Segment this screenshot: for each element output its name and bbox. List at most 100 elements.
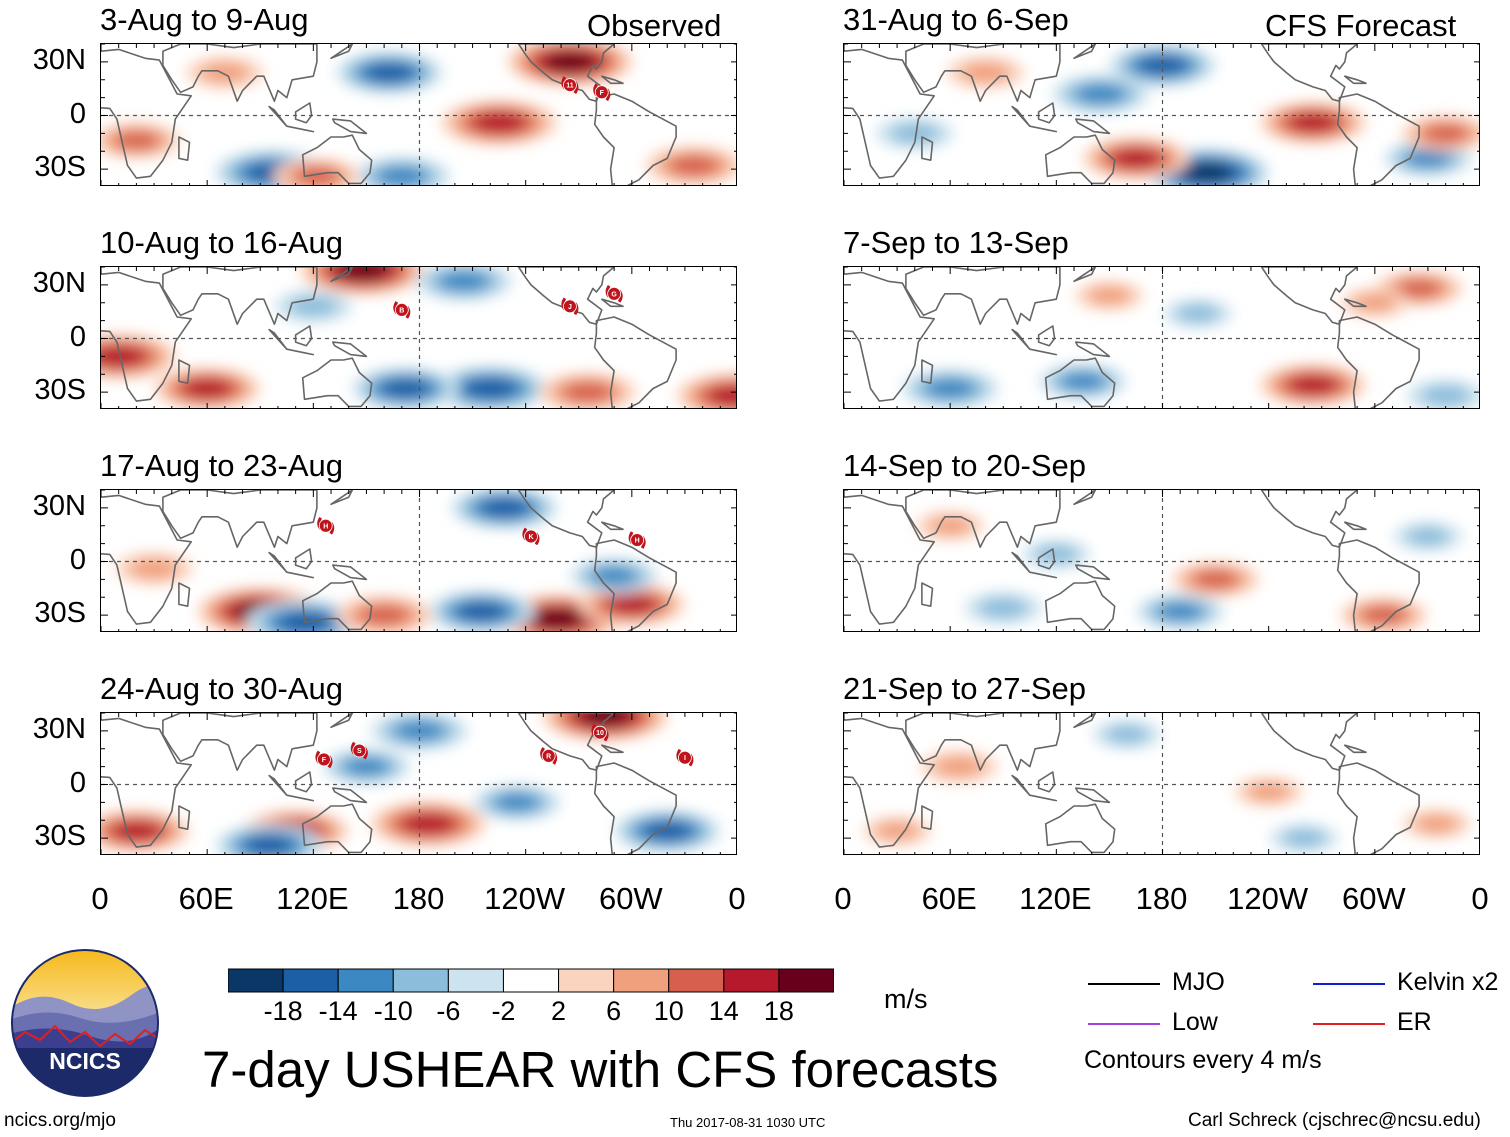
tc-label: 11 bbox=[566, 83, 574, 90]
ncics-logo: NCICS bbox=[11, 949, 159, 1097]
colorbar-swatch bbox=[723, 968, 780, 993]
contour-note: Contours every 4 m/s bbox=[1084, 1046, 1322, 1074]
shear-anomaly-blob bbox=[183, 379, 231, 398]
coastline bbox=[178, 582, 191, 607]
shear-anomaly-blob bbox=[1181, 162, 1233, 183]
shear-anomaly-blob bbox=[532, 608, 583, 629]
coastline bbox=[921, 805, 934, 830]
coastline bbox=[330, 44, 354, 60]
heatmap-panel bbox=[843, 43, 1480, 186]
shear-anomaly-blob bbox=[643, 821, 691, 841]
shear-anomaly-blob bbox=[1139, 56, 1186, 75]
shear-anomaly-blob bbox=[961, 62, 1011, 83]
tc-marker: F bbox=[315, 750, 333, 769]
coastline bbox=[905, 490, 1061, 549]
colorbar-swatch bbox=[558, 968, 615, 993]
lat-label: 30S bbox=[34, 374, 86, 407]
coastline bbox=[1075, 787, 1111, 804]
coastline bbox=[1011, 328, 1058, 356]
shear-anomaly-blob bbox=[200, 62, 250, 83]
tc-label: K bbox=[528, 534, 533, 541]
panel-title: 7-Sep to 13-Sep bbox=[843, 225, 1069, 260]
lon-label: 0 bbox=[1471, 881, 1489, 916]
shear-anomaly-blob bbox=[1034, 545, 1078, 564]
tc-label: J bbox=[568, 304, 572, 311]
tc-label: S bbox=[357, 748, 362, 755]
coastline bbox=[905, 713, 1061, 772]
shear-anomaly-blob bbox=[1060, 372, 1105, 391]
coastline bbox=[1044, 580, 1116, 631]
shear-anomaly-blob bbox=[439, 271, 489, 292]
shear-anomaly-blob bbox=[1193, 570, 1238, 589]
colorbar-swatch bbox=[778, 968, 834, 993]
lat-label: 30S bbox=[34, 597, 86, 630]
coastline bbox=[593, 316, 677, 408]
coastline bbox=[178, 359, 191, 384]
heatmap-panel: 11 F bbox=[100, 43, 737, 186]
coastline bbox=[332, 787, 368, 804]
shear-anomaly-blob bbox=[1176, 304, 1220, 323]
coastline bbox=[1075, 564, 1111, 581]
logo-text: NCICS bbox=[49, 1048, 121, 1074]
coastline bbox=[330, 267, 354, 283]
coastline bbox=[162, 713, 318, 772]
colorbar-swatch bbox=[447, 968, 504, 993]
coastline bbox=[332, 118, 368, 135]
colorbar-tick-label: -14 bbox=[318, 996, 358, 1026]
coastline bbox=[268, 774, 315, 802]
shear-anomaly-blob bbox=[101, 346, 145, 367]
coastline bbox=[301, 357, 373, 408]
coastline bbox=[593, 539, 677, 631]
coastline bbox=[1044, 803, 1116, 854]
lat-label: 30N bbox=[32, 266, 86, 299]
colorbar-swatch bbox=[392, 968, 449, 993]
coastline bbox=[600, 744, 624, 754]
tc-marker: K bbox=[522, 527, 540, 546]
tc-label: 10 bbox=[596, 730, 604, 737]
colorbar-swatch bbox=[502, 968, 560, 993]
shear-anomaly-blob bbox=[1423, 124, 1468, 143]
heatmap-panel bbox=[843, 266, 1480, 409]
panel-title: 24-Aug to 30-Aug bbox=[100, 671, 344, 706]
coastline bbox=[294, 102, 313, 124]
coastline bbox=[593, 93, 677, 185]
footer-url[interactable]: ncics.org/mjo bbox=[4, 1110, 116, 1131]
colorbar-tick-label: 6 bbox=[606, 996, 622, 1026]
tc-marker: H bbox=[317, 516, 335, 535]
lat-label: 0 bbox=[69, 320, 86, 353]
coastline bbox=[921, 136, 934, 161]
coastline bbox=[1336, 539, 1420, 631]
tc-label: G bbox=[611, 291, 617, 298]
shear-anomaly-blob bbox=[294, 167, 339, 185]
coastline bbox=[101, 271, 192, 402]
colorbar bbox=[228, 968, 834, 993]
shear-anomaly-blob bbox=[875, 821, 919, 841]
legend-label: Kelvin x2 bbox=[1397, 968, 1499, 996]
shear-anomaly-blob bbox=[1421, 385, 1471, 406]
shear-anomaly-blob bbox=[1282, 828, 1326, 848]
coastline bbox=[1073, 713, 1097, 729]
shear-anomaly-blob bbox=[1087, 286, 1131, 305]
tc-label: F bbox=[600, 90, 605, 97]
coastline bbox=[1037, 771, 1056, 793]
coastline bbox=[1044, 357, 1116, 408]
coastline bbox=[1011, 105, 1058, 133]
lon-label: 180 bbox=[392, 881, 445, 916]
legend-label: MJO bbox=[1172, 968, 1225, 996]
lat-label: 30N bbox=[32, 712, 86, 745]
colorbar-tick-label: 2 bbox=[551, 996, 567, 1026]
shear-anomaly-blob bbox=[925, 378, 975, 399]
tc-label: F bbox=[322, 757, 327, 764]
tc-label: H bbox=[635, 538, 640, 545]
coastline bbox=[844, 717, 935, 848]
legend-line bbox=[1088, 983, 1160, 985]
tc-marker: B bbox=[393, 301, 411, 319]
panel-title: 3-Aug to 9-Aug bbox=[100, 2, 309, 37]
shear-anomaly-blob bbox=[1361, 606, 1406, 625]
coastline bbox=[1336, 93, 1420, 185]
shear-anomaly-blob bbox=[245, 836, 293, 854]
lon-label: 120E bbox=[276, 881, 349, 916]
coastline bbox=[1037, 325, 1056, 347]
colorbar-swatch bbox=[337, 968, 394, 993]
coastline bbox=[1075, 118, 1111, 135]
